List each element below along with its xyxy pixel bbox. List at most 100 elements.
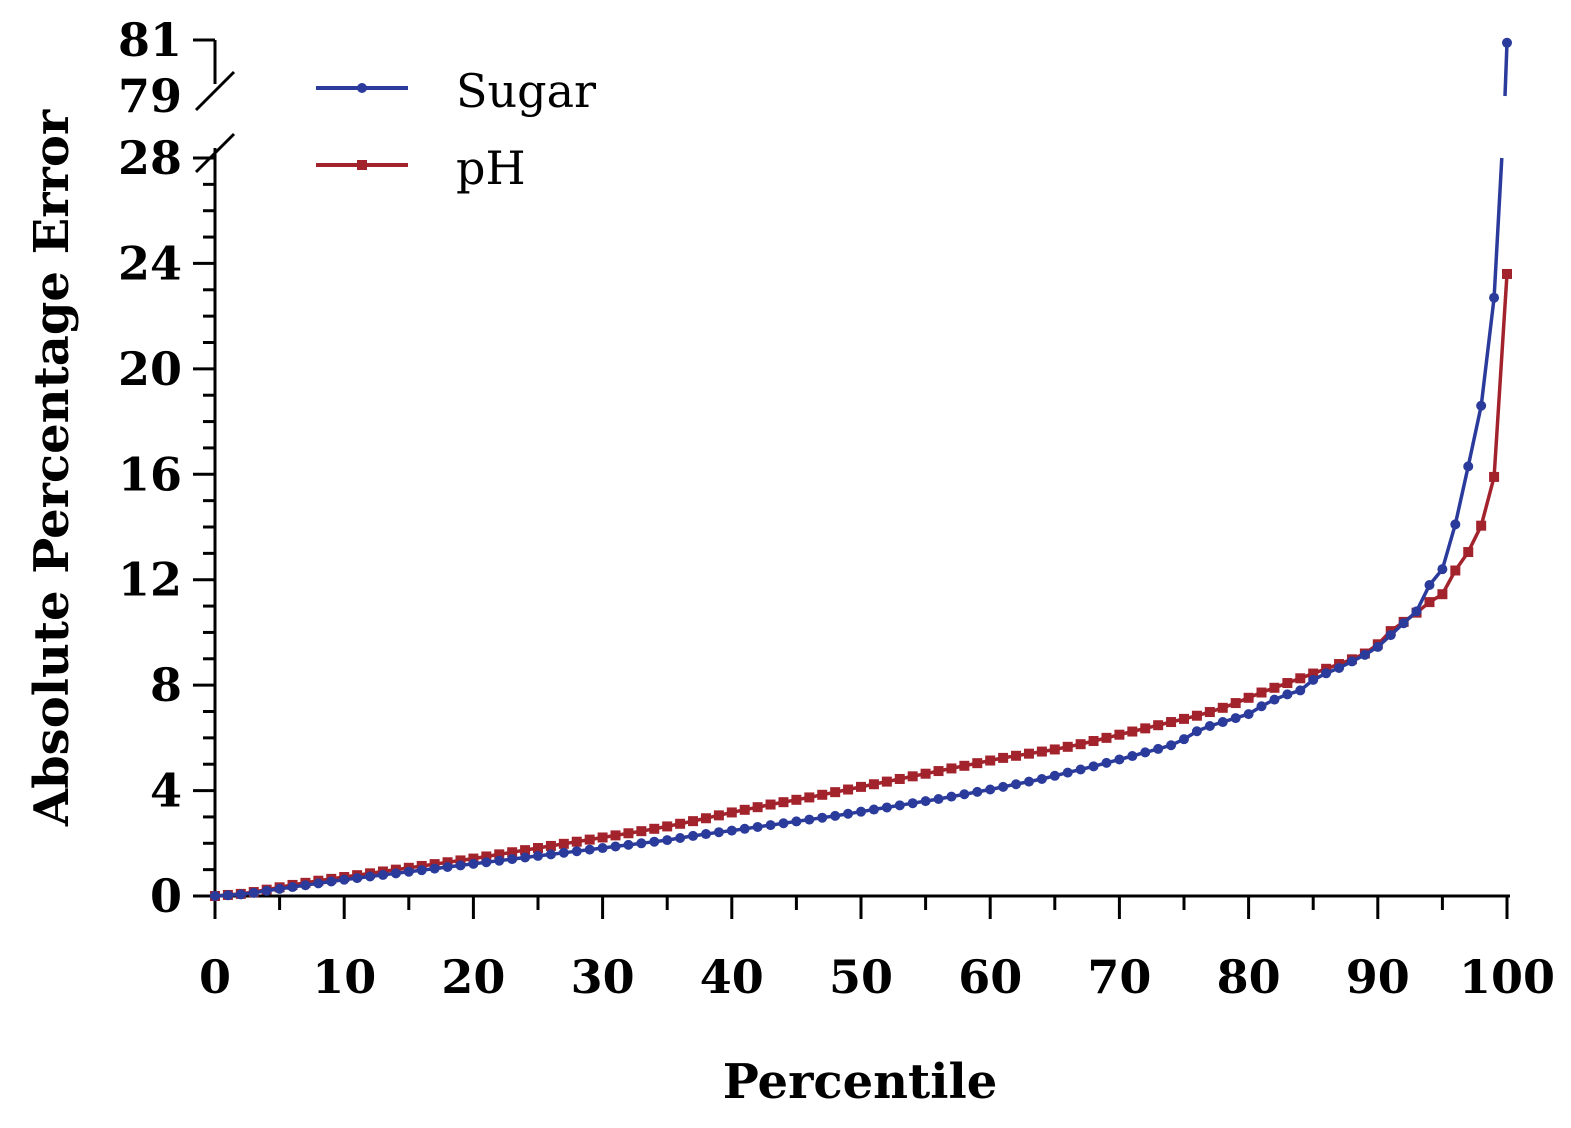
data-point (1502, 37, 1512, 48)
x-tick-label: 70 (1087, 950, 1151, 1004)
data-point (1321, 668, 1332, 679)
y-tick-label: 4 (150, 764, 182, 818)
data-point (1153, 720, 1164, 731)
data-point (688, 830, 699, 841)
data-point (623, 839, 634, 850)
data-point (468, 853, 479, 864)
data-point (455, 855, 466, 866)
x-tick-label: 50 (829, 950, 893, 1004)
data-point (584, 844, 595, 855)
data-point (688, 816, 699, 827)
legend-marker-sugar (357, 83, 367, 93)
data-point (920, 768, 931, 779)
data-point (1463, 547, 1474, 558)
data-point (700, 829, 711, 840)
data-point (946, 763, 957, 774)
data-point (830, 810, 841, 821)
data-point (894, 773, 905, 784)
data-point (739, 823, 750, 834)
data-point (636, 826, 647, 837)
data-point (623, 828, 634, 839)
data-point (494, 849, 505, 860)
data-point (481, 857, 492, 868)
data-point (998, 781, 1009, 792)
data-point (416, 865, 427, 876)
data-point (339, 874, 350, 885)
data-point (843, 784, 854, 795)
data-point (649, 823, 660, 834)
series-ph (210, 268, 1512, 901)
axes (194, 40, 1510, 898)
data-point (649, 836, 660, 847)
data-point (1489, 292, 1500, 303)
data-point (545, 840, 556, 851)
data-point (1153, 743, 1164, 754)
data-point (856, 781, 866, 792)
data-point (1088, 761, 1099, 772)
data-point (1269, 682, 1280, 693)
series-line-upper-sugar (1503, 42, 1509, 97)
data-point (752, 802, 763, 813)
data-point (235, 889, 246, 900)
data-point (726, 825, 737, 836)
data-point (752, 821, 763, 832)
y-tick-label: 20 (118, 342, 182, 396)
data-point (1075, 764, 1086, 775)
data-point (520, 852, 531, 863)
data-point (1114, 754, 1125, 765)
data-point (1217, 717, 1228, 728)
data-point (1062, 741, 1073, 752)
data-point (1127, 726, 1138, 737)
x-tick-label: 40 (700, 950, 764, 1004)
data-point (1359, 649, 1370, 660)
y-tick-label: 12 (118, 553, 182, 607)
data-point (1269, 694, 1280, 705)
data-point (998, 752, 1009, 763)
y-tick-label: 28 (118, 131, 182, 185)
y-tick-label: 81 (118, 13, 182, 67)
data-point (881, 802, 892, 813)
data-point (894, 800, 905, 811)
data-point (1191, 726, 1202, 737)
data-point (1101, 757, 1112, 768)
data-point (817, 789, 828, 800)
data-point (843, 808, 854, 819)
data-point (778, 797, 789, 808)
data-point (713, 810, 724, 821)
legend-label-ph: pH (456, 141, 526, 195)
data-point (468, 858, 479, 869)
x-tick-label: 100 (1459, 950, 1555, 1004)
data-point (287, 882, 298, 893)
data-point (1036, 773, 1047, 784)
y-tick-label: 8 (150, 658, 182, 712)
data-point (959, 789, 970, 800)
data-point (1295, 673, 1306, 684)
data-point (545, 849, 556, 860)
data-point (1127, 751, 1138, 762)
data-point (1140, 747, 1151, 758)
data-point (377, 869, 388, 880)
legend-marker-ph (357, 160, 367, 170)
data-point (1424, 579, 1435, 590)
x-tick-label: 90 (1346, 950, 1410, 1004)
data-point (1424, 597, 1435, 608)
data-point (856, 806, 866, 817)
data-point (1372, 641, 1383, 652)
data-point (507, 854, 518, 865)
data-point (1437, 564, 1448, 575)
data-point (1502, 268, 1512, 279)
data-point (907, 771, 918, 782)
data-point (442, 862, 453, 873)
x-tick-label: 0 (199, 950, 231, 1004)
data-point (1204, 720, 1215, 731)
data-point (1308, 668, 1319, 679)
axis-break-mark-lower (194, 132, 236, 174)
data-point (765, 820, 776, 831)
data-point (1463, 461, 1474, 472)
data-point (985, 755, 996, 766)
data-point (662, 821, 673, 832)
data-point (1179, 734, 1189, 745)
data-point (1450, 519, 1461, 530)
y-tick-label: 16 (118, 447, 182, 501)
data-point (558, 847, 569, 858)
